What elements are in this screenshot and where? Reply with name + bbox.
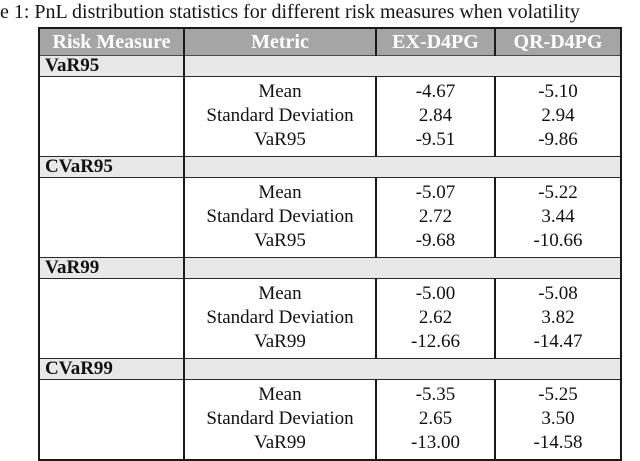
qr-d4pg-value: -5.22 <box>495 177 621 205</box>
table-row: VaR99 -13.00 -14.58 <box>39 431 621 461</box>
metric-label: Mean <box>184 379 377 407</box>
metric-label: VaR99 <box>184 330 377 359</box>
pnl-statistics-table: Risk Measure Metric EX-D4PG QR-D4PG VaR9… <box>38 27 622 461</box>
table-row: Standard Deviation 2.84 2.94 <box>39 104 621 128</box>
risk-measure-empty-cell <box>39 379 185 407</box>
metric-label: Standard Deviation <box>184 407 377 431</box>
qr-d4pg-value: -9.86 <box>495 128 621 157</box>
risk-measure-empty-cell <box>39 205 185 229</box>
qr-d4pg-value: 2.94 <box>495 104 621 128</box>
table-header: Risk Measure Metric EX-D4PG QR-D4PG <box>39 28 621 56</box>
qr-d4pg-value: -10.66 <box>495 229 621 258</box>
risk-measure-empty-cell <box>39 278 185 306</box>
table-row: Mean -4.67 -5.10 <box>39 76 621 104</box>
risk-measure-empty-cell <box>39 128 185 157</box>
table-row: Mean -5.35 -5.25 <box>39 379 621 407</box>
risk-measure-empty-cell <box>39 229 185 258</box>
metric-label: Mean <box>184 177 377 205</box>
section-fill <box>184 55 621 77</box>
ex-d4pg-value: -5.00 <box>376 278 496 306</box>
section-fill <box>184 156 621 178</box>
risk-measure-label: CVaR95 <box>39 156 185 178</box>
metric-label: VaR99 <box>184 431 377 461</box>
table-caption: e 1: PnL distribution statistics for dif… <box>0 1 580 23</box>
metric-label: VaR95 <box>184 128 377 157</box>
table-row: VaR95 -9.68 -10.66 <box>39 229 621 258</box>
risk-measure-empty-cell <box>39 431 185 461</box>
column-header-ex-d4pg: EX-D4PG <box>376 28 496 56</box>
column-header-metric: Metric <box>184 28 377 56</box>
table-row: Mean -5.07 -5.22 <box>39 177 621 205</box>
risk-measure-empty-cell <box>39 76 185 104</box>
section-fill <box>184 358 621 380</box>
section-header-row: CVaR95 <box>39 156 621 178</box>
column-header-risk-measure: Risk Measure <box>39 28 185 56</box>
qr-d4pg-value: 3.44 <box>495 205 621 229</box>
section-header-row: VaR99 <box>39 257 621 279</box>
risk-measure-empty-cell <box>39 407 185 431</box>
ex-d4pg-value: 2.65 <box>376 407 496 431</box>
section-fill <box>184 257 621 279</box>
risk-measure-empty-cell <box>39 177 185 205</box>
ex-d4pg-value: -5.07 <box>376 177 496 205</box>
risk-measure-label: CVaR99 <box>39 358 185 380</box>
metric-label: Standard Deviation <box>184 205 377 229</box>
table-row: VaR95 -9.51 -9.86 <box>39 128 621 157</box>
risk-measures-table: Risk Measure Metric EX-D4PG QR-D4PG VaR9… <box>38 27 622 461</box>
qr-d4pg-value: -5.25 <box>495 379 621 407</box>
ex-d4pg-value: -5.35 <box>376 379 496 407</box>
ex-d4pg-value: 2.84 <box>376 104 496 128</box>
header-row: Risk Measure Metric EX-D4PG QR-D4PG <box>39 28 621 56</box>
risk-measure-empty-cell <box>39 330 185 359</box>
table-row: Standard Deviation 2.72 3.44 <box>39 205 621 229</box>
risk-measure-label: VaR95 <box>39 55 185 77</box>
section-header-row: CVaR99 <box>39 358 621 380</box>
table-row: Mean -5.00 -5.08 <box>39 278 621 306</box>
qr-d4pg-value: -14.47 <box>495 330 621 359</box>
risk-measure-label: VaR99 <box>39 257 185 279</box>
ex-d4pg-value: -13.00 <box>376 431 496 461</box>
ex-d4pg-value: -9.68 <box>376 229 496 258</box>
table-row: Standard Deviation 2.62 3.82 <box>39 306 621 330</box>
section-header-row: VaR95 <box>39 55 621 77</box>
qr-d4pg-value: -14.58 <box>495 431 621 461</box>
risk-measure-empty-cell <box>39 306 185 330</box>
table-row: Standard Deviation 2.65 3.50 <box>39 407 621 431</box>
ex-d4pg-value: -12.66 <box>376 330 496 359</box>
table-body: VaR95 Mean -4.67 -5.10 Standard Deviatio… <box>39 55 621 461</box>
metric-label: VaR95 <box>184 229 377 258</box>
qr-d4pg-value: 3.82 <box>495 306 621 330</box>
table-row: VaR99 -12.66 -14.47 <box>39 330 621 359</box>
qr-d4pg-value: -5.10 <box>495 76 621 104</box>
ex-d4pg-value: 2.72 <box>376 205 496 229</box>
metric-label: Mean <box>184 278 377 306</box>
qr-d4pg-value: 3.50 <box>495 407 621 431</box>
metric-label: Mean <box>184 76 377 104</box>
metric-label: Standard Deviation <box>184 306 377 330</box>
risk-measure-empty-cell <box>39 104 185 128</box>
metric-label: Standard Deviation <box>184 104 377 128</box>
ex-d4pg-value: -9.51 <box>376 128 496 157</box>
ex-d4pg-value: 2.62 <box>376 306 496 330</box>
qr-d4pg-value: -5.08 <box>495 278 621 306</box>
column-header-qr-d4pg: QR-D4PG <box>495 28 621 56</box>
ex-d4pg-value: -4.67 <box>376 76 496 104</box>
